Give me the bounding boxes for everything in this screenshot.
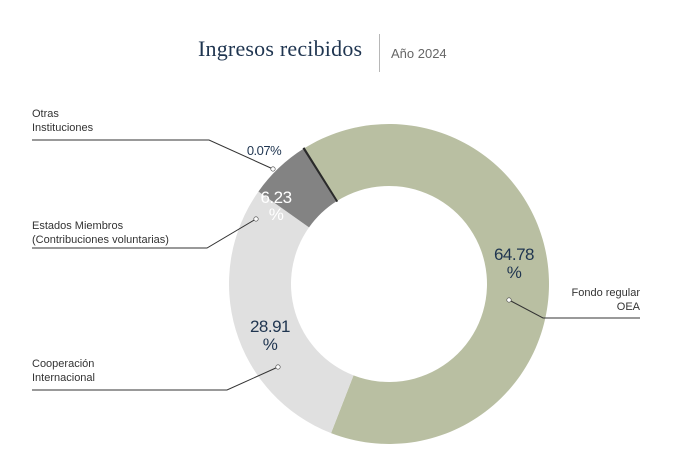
slice-value-label: 6.23% bbox=[260, 188, 291, 224]
leader-dot bbox=[270, 166, 276, 172]
chart-header: Ingresos recibidos Año 2024 bbox=[0, 34, 685, 74]
donut-slice bbox=[258, 148, 337, 228]
slice-label: Fondo regular OEA bbox=[572, 287, 641, 313]
slice-value-label: 0.07% bbox=[247, 143, 282, 158]
donut-slice bbox=[302, 147, 339, 203]
donut-slice bbox=[228, 191, 354, 434]
leader-line bbox=[508, 299, 640, 319]
leader-line bbox=[32, 366, 279, 391]
slice-value-label: 28.91% bbox=[250, 317, 290, 354]
slice-label: Cooperación Internacional bbox=[32, 358, 95, 384]
donut-slice bbox=[304, 124, 549, 444]
title-divider bbox=[379, 34, 380, 72]
leader-dot bbox=[253, 216, 259, 222]
chart-title: Ingresos recibidos bbox=[198, 36, 363, 61]
leader-dot bbox=[506, 297, 512, 303]
slice-label: Otras Instituciones bbox=[32, 108, 94, 134]
leader-line bbox=[32, 139, 274, 170]
chart-subtitle: Año 2024 bbox=[391, 46, 447, 61]
leader-line bbox=[32, 218, 257, 249]
slice-label: Estados Miembros (Contribuciones voluntar… bbox=[32, 220, 169, 246]
slice-value-label: 64.78% bbox=[494, 245, 534, 282]
leader-dot bbox=[275, 364, 281, 370]
